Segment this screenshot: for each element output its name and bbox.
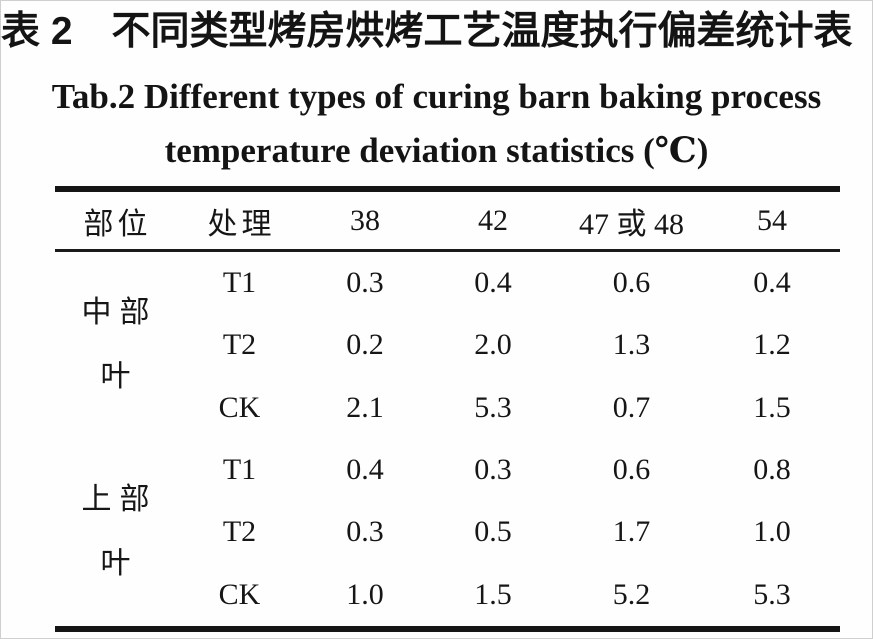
column-header-temp-54: 54 <box>704 192 840 252</box>
value-cell: 0.3 <box>346 515 384 549</box>
value-cell: 1.7 <box>612 515 651 549</box>
value-cell: 1.3 <box>612 328 651 362</box>
value-cell: 2.1 <box>346 390 384 424</box>
value-cell: 1.0 <box>753 515 791 549</box>
value-cell: 0.6 <box>612 453 651 487</box>
treatment-cell: T1 <box>222 453 257 487</box>
value-cell: 5.3 <box>753 577 791 611</box>
treatment-cell: T1 <box>222 266 257 300</box>
statistics-table: 部位 处理 38 42 47 或 48 54 中部 叶 T1 0.3 0.4 0… <box>55 186 840 632</box>
value-cell: 0.6 <box>612 266 651 300</box>
value-cell: 1.5 <box>753 390 791 424</box>
part-label-line: 上部 <box>81 483 158 517</box>
value-cell: 0.3 <box>346 266 384 300</box>
value-cell: 0.4 <box>753 266 791 300</box>
part-label-line: 中部 <box>81 296 158 330</box>
value-cell: 5.2 <box>612 577 651 611</box>
value-cell: 2.0 <box>474 328 512 362</box>
column-header-temp-42: 42 <box>427 192 559 252</box>
treatment-cell: CK <box>218 390 261 424</box>
value-cell: 0.5 <box>474 515 512 549</box>
part-label-line: 叶 <box>100 547 139 581</box>
column-header-temp-38: 38 <box>303 192 427 252</box>
column-header-treatment: 处理 <box>176 192 303 252</box>
part-label-line: 叶 <box>100 360 139 394</box>
table-caption-english-line1: Tab.2 Different types of curing barn bak… <box>51 77 822 116</box>
value-cell: 0.4 <box>474 266 512 300</box>
value-cell: 0.3 <box>474 453 512 487</box>
column-header-temp-47-48: 47 或 48 <box>559 192 704 252</box>
treatment-cell: T2 <box>222 328 257 362</box>
treatment-cell: T2 <box>222 515 257 549</box>
value-cell: 1.2 <box>753 328 791 362</box>
value-cell: 0.2 <box>346 328 384 362</box>
table-caption-english: Tab.2 Different types of curing barn bak… <box>1 70 872 178</box>
value-cell: 5.3 <box>474 390 512 424</box>
value-cell: 0.4 <box>346 453 384 487</box>
column-header-part: 部位 <box>55 192 176 252</box>
table-caption-english-line2: temperature deviation statistics (℃) <box>164 131 709 170</box>
part-label-upper-leaf: 上部 叶 <box>55 439 176 626</box>
value-cell: 0.7 <box>612 390 651 424</box>
part-label-middle-leaf: 中部 叶 <box>55 252 176 439</box>
statistics-table-grid: 部位 处理 38 42 47 或 48 54 中部 叶 T1 0.3 0.4 0… <box>55 192 840 626</box>
value-cell: 1.0 <box>346 577 384 611</box>
table-caption-chinese: 表 2 不同类型烤房烘烤工艺温度执行偏差统计表（℃） <box>1 10 872 53</box>
treatment-cell: CK <box>218 577 261 611</box>
value-cell: 0.8 <box>753 453 791 487</box>
value-cell: 1.5 <box>474 577 512 611</box>
